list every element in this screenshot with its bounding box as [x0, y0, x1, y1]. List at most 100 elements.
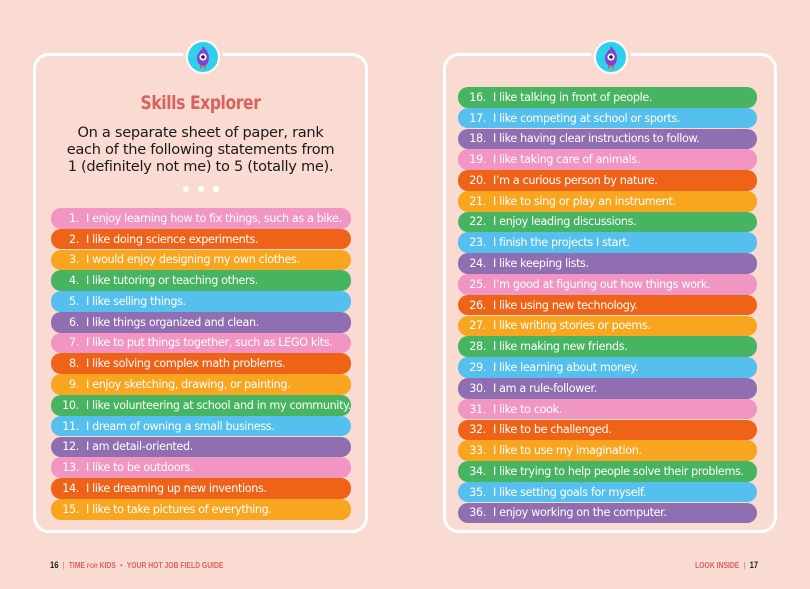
statement-number: 28.: [469, 340, 486, 354]
statement-text: I’m a curious person by nature.: [493, 173, 658, 187]
statement-item: 25. I’m good at figuring out how things w…: [458, 274, 757, 295]
statement-item: 6. I like things organized and clean.: [51, 311, 351, 333]
statement-number: 9.: [69, 378, 79, 392]
statement-text: I’m good at figuring out how things work…: [493, 277, 711, 291]
statement-item: 12. I am detail-oriented.: [51, 436, 351, 458]
statement-number: 34.: [469, 464, 486, 478]
statement-item: 16. I like talking in front of people.: [458, 87, 757, 108]
statement-item: 15. I like to take pictures of everything…: [51, 498, 351, 520]
statement-text: I like doing science experiments.: [86, 232, 259, 246]
instructions-text: On a separate sheet of paper, rank each …: [36, 124, 365, 175]
statement-text: I like to sing or play an instrument.: [493, 194, 676, 208]
footer-section: LOOK INSIDE: [695, 560, 740, 570]
right-page-panel: 16. I like talking in front of people. 17.…: [443, 37, 777, 533]
statement-text: I like taking care of animals.: [493, 153, 641, 167]
statement-text: I like to take pictures of everything.: [86, 502, 272, 516]
statement-item: 1. I enjoy learning how to fix things, su…: [51, 208, 351, 229]
page-number: 17: [749, 560, 758, 570]
statement-number: 5.: [69, 294, 79, 308]
page-number: 16: [50, 560, 59, 570]
statement-item: 26. I like using new technology.: [458, 294, 757, 316]
statement-number: 27.: [469, 319, 486, 333]
statement-number: 18.: [469, 132, 486, 146]
statement-item: 9. I enjoy sketching, drawing, or paintin…: [51, 374, 351, 395]
statement-number: 3.: [69, 253, 79, 267]
statement-item: 17. I like competing at school or sports.: [458, 107, 757, 129]
statement-item: 27. I like writing stories or poems.: [458, 315, 757, 337]
statement-number: 6.: [69, 315, 79, 329]
statement-number: 10.: [62, 398, 79, 412]
statement-item: 19. I like taking care of animals.: [458, 149, 757, 170]
statement-number: 2.: [69, 232, 79, 246]
statement-text: I like to cook.: [493, 402, 563, 416]
statement-item: 18. I like having clear instructions to f…: [458, 128, 757, 150]
brand-logo: TIME FOR KIDS: [68, 560, 116, 570]
statement-text: I am detail-oriented.: [86, 440, 193, 454]
statement-item: 28. I like making new friends.: [458, 336, 757, 357]
statement-item: 22. I enjoy leading discussions.: [458, 211, 757, 233]
statement-item: 24. I like keeping lists.: [458, 253, 757, 274]
statement-item: 2. I like doing science experiments.: [51, 228, 351, 250]
statement-item: 11. I dream of owning a small business.: [51, 415, 351, 437]
statement-number: 7.: [69, 336, 79, 350]
statement-text: I like keeping lists.: [493, 257, 589, 271]
statement-item: 4. I like tutoring or teaching others.: [51, 270, 351, 291]
mascot-icon: [183, 37, 223, 77]
statement-number: 32.: [469, 423, 486, 437]
statement-text: I like to put things together, such as L…: [86, 336, 333, 350]
statement-item: 5. I like selling things.: [51, 291, 351, 312]
statement-number: 1.: [69, 211, 79, 225]
statement-number: 16.: [469, 90, 486, 104]
statement-number: 4.: [69, 274, 79, 288]
statement-text: I like writing stories or poems.: [493, 319, 651, 333]
statement-item: 23. I finish the projects I start.: [458, 232, 757, 254]
statement-item: 10. I like volunteering at school and in …: [51, 395, 351, 416]
statement-item: 13. I like to be outdoors.: [51, 457, 351, 478]
footer-bullet: •: [120, 560, 123, 570]
statement-text: I like making new friends.: [493, 340, 628, 354]
footer-left: 16 | TIME FOR KIDS • YOUR HOT JOB FIELD …: [50, 560, 223, 570]
statement-number: 21.: [469, 194, 486, 208]
statement-number: 15.: [62, 502, 79, 516]
statement-item: 32. I like to be challenged.: [458, 419, 757, 441]
footer-separator: |: [62, 560, 65, 570]
statement-number: 29.: [469, 360, 486, 374]
statement-text: I like using new technology.: [493, 298, 638, 312]
mascot-icon: [591, 37, 631, 77]
statement-item: 8. I like solving complex math problems.: [51, 353, 351, 375]
statement-number: 25.: [469, 277, 486, 291]
statement-item: 7. I like to put things together, such as…: [51, 332, 351, 354]
footer-right: LOOK INSIDE | 17: [695, 560, 758, 570]
divider-dots: [36, 186, 365, 192]
statement-text: I enjoy leading discussions.: [493, 215, 637, 229]
statement-number: 12.: [62, 440, 79, 454]
instructions-line: each of the following statements from: [66, 141, 335, 158]
statement-number: 13.: [62, 461, 79, 475]
statement-item: 36. I enjoy working on the computer.: [458, 502, 757, 524]
statement-text: I like to use my imagination.: [493, 444, 642, 458]
statement-text: I finish the projects I start.: [493, 236, 630, 250]
statement-number: 31.: [469, 402, 486, 416]
statement-number: 20.: [469, 173, 486, 187]
statement-item: 14. I like dreaming up new inventions.: [51, 478, 351, 499]
statement-text: I like having clear instructions to foll…: [493, 132, 700, 146]
statement-item: 21. I like to sing or play an instrument.: [458, 190, 757, 212]
statement-number: 30.: [469, 381, 486, 395]
statement-item: 3. I would enjoy designing my own clothes…: [51, 249, 351, 271]
statement-text: I enjoy working on the computer.: [493, 506, 667, 520]
statement-text: I am a rule-follower.: [493, 381, 597, 395]
dot-icon: [197, 186, 204, 192]
statement-text: I like talking in front of people.: [493, 90, 653, 104]
statement-text: I enjoy learning how to fix things, such…: [86, 211, 342, 225]
instructions-line: On a separate sheet of paper, rank: [77, 124, 324, 141]
statement-item: 34. I like trying to help people solve th…: [458, 461, 757, 482]
statement-item: 31. I like to cook.: [458, 398, 757, 420]
statement-item: 29. I like learning about money.: [458, 357, 757, 378]
statement-text: I like things organized and clean.: [86, 315, 259, 329]
statement-text: I like competing at school or sports.: [493, 111, 681, 125]
statement-text: I like learning about money.: [493, 360, 639, 374]
statement-text: I like volunteering at school and in my …: [85, 398, 351, 412]
dot-icon: [182, 186, 189, 192]
statement-number: 36.: [469, 506, 486, 520]
dot-icon: [212, 186, 219, 192]
